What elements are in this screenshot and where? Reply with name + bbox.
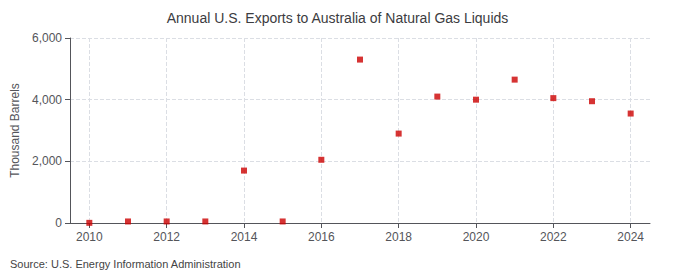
svg-text:Thousand Barrels: Thousand Barrels [8, 83, 22, 178]
svg-text:2020: 2020 [463, 230, 490, 244]
svg-text:2010: 2010 [76, 230, 103, 244]
svg-text:2014: 2014 [231, 230, 258, 244]
svg-text:2022: 2022 [540, 230, 567, 244]
svg-text:2016: 2016 [308, 230, 335, 244]
svg-text:Annual U.S. Exports to Austral: Annual U.S. Exports to Australia of Natu… [167, 10, 509, 26]
svg-text:4,000: 4,000 [32, 93, 62, 107]
svg-text:2012: 2012 [153, 230, 180, 244]
svg-text:6,000: 6,000 [32, 31, 62, 45]
svg-text:2024: 2024 [617, 230, 644, 244]
svg-text:2,000: 2,000 [32, 154, 62, 168]
svg-text:0: 0 [55, 216, 62, 230]
svg-text:2018: 2018 [385, 230, 412, 244]
svg-text:Source: U.S. Energy Informatio: Source: U.S. Energy Information Administ… [10, 258, 241, 270]
